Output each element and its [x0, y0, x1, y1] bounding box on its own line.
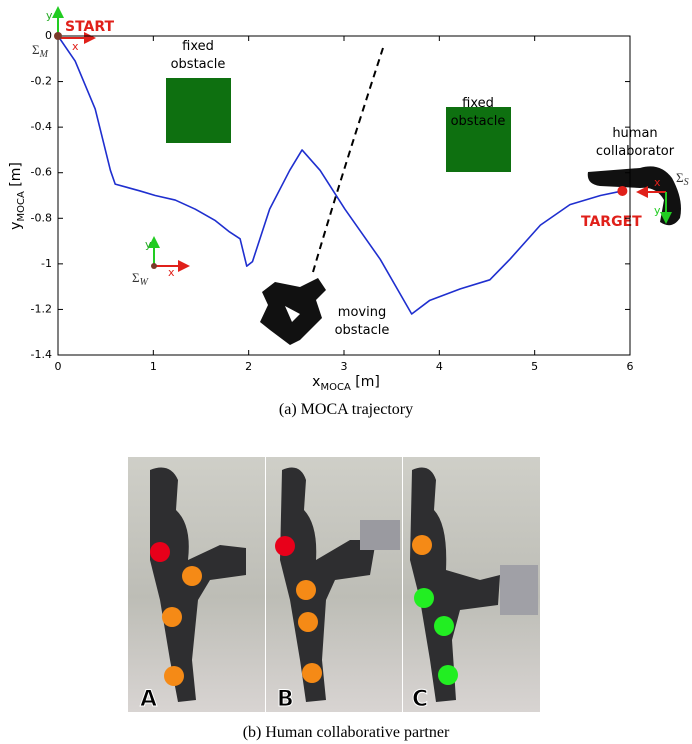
x-tick-label: 6: [627, 360, 634, 373]
target-point: [617, 186, 627, 196]
obstacle-path: [313, 48, 383, 272]
y-tick-label: -0.2: [31, 75, 52, 88]
start-point: [54, 32, 62, 40]
x-tick-label: 5: [531, 360, 538, 373]
moving-obstacle: [260, 278, 326, 345]
start-label: START: [65, 19, 115, 35]
y-tick-label: -0.8: [31, 211, 52, 224]
x-tick-label: 3: [341, 360, 348, 373]
frame-label: ΣS: [676, 170, 689, 188]
panel-label: B: [277, 687, 294, 712]
frame-w: y x ΣW: [132, 238, 188, 288]
x-tick-label: 0: [55, 360, 62, 373]
annotation: human: [612, 126, 657, 141]
x-tick-label: 4: [436, 360, 443, 373]
target-label: TARGET: [581, 214, 642, 230]
axis-letter: y: [654, 204, 661, 217]
figure: A B C fixed obstacle fixed obstacle huma…: [0, 0, 692, 744]
y-tick-label: -1.4: [31, 348, 52, 361]
y-tick-label: -0.6: [31, 166, 52, 179]
frame-label: ΣW: [132, 270, 150, 288]
axis-letter: x: [654, 176, 661, 189]
x-tick-label: 1: [150, 360, 157, 373]
x-axis-label: xMOCA [m]: [312, 374, 380, 393]
annotation: fixed: [182, 39, 214, 54]
fixed-obstacle: [166, 78, 231, 143]
y-axis-label: yMOCA [m]: [8, 162, 27, 230]
y-tick-label: -1.2: [31, 302, 52, 315]
trajectory: [58, 36, 622, 314]
annotation: obstacle: [335, 323, 390, 338]
axis-letter: x: [72, 40, 79, 53]
annotation: moving: [338, 305, 386, 320]
axis-letter: y: [145, 238, 152, 251]
axis-letter: x: [168, 266, 175, 279]
panel-label: A: [140, 687, 157, 712]
x-tick-label: 2: [245, 360, 252, 373]
y-tick-label: -0.4: [31, 120, 52, 133]
caption: (b) Human collaborative partner: [243, 724, 450, 741]
caption: (a) MOCA trajectory: [279, 401, 413, 418]
panel-label: C: [412, 687, 428, 712]
y-tick-label: 0: [45, 29, 52, 42]
frame-label: ΣM: [32, 42, 49, 60]
photos: [128, 457, 540, 712]
axis-letter: y: [46, 9, 53, 22]
annotation: collaborator: [596, 144, 675, 159]
annotation: obstacle: [171, 57, 226, 72]
y-tick-label: -1: [41, 257, 52, 270]
annotation: obstacle: [451, 114, 506, 129]
annotation: fixed: [462, 96, 494, 111]
